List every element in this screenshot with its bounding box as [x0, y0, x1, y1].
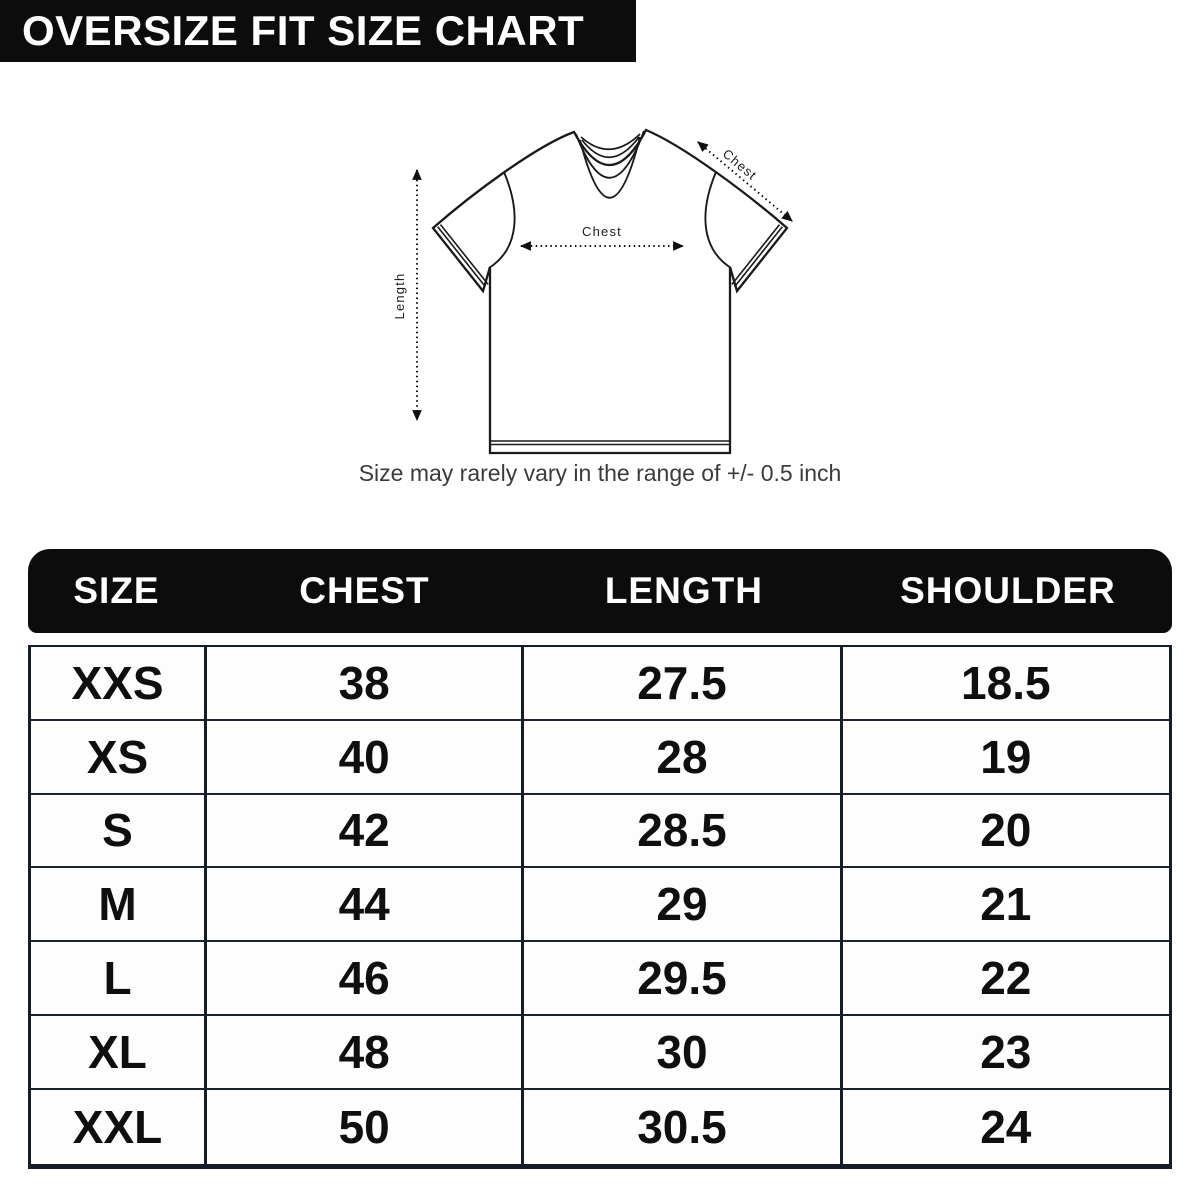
shoulder-diagonal-arrow: [697, 141, 793, 222]
table-cell: 38: [207, 647, 525, 721]
table-cell: 48: [207, 1015, 525, 1090]
collar-seam-line-2: [581, 136, 640, 159]
table-cell: XXS: [31, 647, 208, 721]
table-cell: 50: [207, 1089, 525, 1164]
size-table-header: SIZE CHEST LENGTH SHOULDER: [28, 549, 1172, 633]
length-arrow-label: Length: [392, 273, 407, 320]
column-header-size: SIZE: [73, 570, 160, 611]
hem-lines: [491, 440, 729, 446]
column-header-chest: CHEST: [299, 570, 430, 611]
left-armhole-seam: [488, 171, 516, 269]
size-table: SIZE CHEST LENGTH SHOULDER XXS 38 27.5 1…: [28, 549, 1172, 1169]
chest-arrow-label: Chest: [582, 224, 622, 239]
tshirt-diagram-graphic: Length Chest Chest: [392, 128, 793, 455]
table-cell: XS: [31, 720, 208, 795]
table-cell: 29: [524, 868, 843, 943]
column-header-length: LENGTH: [604, 570, 763, 611]
size-table-body: XXS 38 27.5 18.5 XS 40 28 19 S 42 28.5 2…: [28, 645, 1172, 1169]
size-variance-note: Size may rarely vary in the range of +/-…: [358, 460, 842, 486]
table-cell: 20: [842, 795, 1169, 869]
page-title: OVERSIZE FIT SIZE CHART: [22, 7, 585, 54]
table-cell: 24: [980, 1100, 1032, 1153]
table-cell: 46: [207, 942, 525, 1016]
collar-band-edge: [575, 130, 645, 179]
column-header-shoulder: SHOULDER: [900, 570, 1116, 611]
table-cell: 22: [842, 942, 1169, 1016]
table-cell: 28.5: [524, 794, 843, 869]
table-cell: S: [31, 794, 208, 869]
table-cell: 23: [842, 1016, 1169, 1090]
table-cell: 29.5: [524, 942, 843, 1016]
table-cell: L: [31, 942, 208, 1016]
table-cell: M: [31, 868, 208, 943]
table-cell: 30.5: [524, 1089, 843, 1164]
table-cell: 19: [842, 721, 1169, 795]
tshirt-diagram: Length Chest Chest Size may rarely vary …: [359, 110, 841, 490]
table-cell: XXL: [31, 1089, 208, 1164]
table-cell: 30: [524, 1015, 843, 1090]
table-cell: 21: [842, 868, 1169, 943]
table-cell: 40: [207, 720, 525, 795]
table-cell: 44: [207, 868, 525, 943]
right-cuff-lines: [731, 224, 783, 288]
collar-neckline: [579, 136, 641, 199]
right-armhole-seam: [704, 171, 732, 269]
table-cell: 18.5: [842, 647, 1169, 721]
left-cuff-lines: [437, 224, 489, 288]
collar-seam-line-1: [580, 133, 641, 151]
table-cell: 28: [524, 720, 843, 795]
table-cell: 42: [207, 794, 525, 869]
title-banner: OVERSIZE FIT SIZE CHART: [0, 0, 636, 62]
table-cell: 27.5: [524, 647, 843, 721]
table-cell: XL: [31, 1015, 208, 1090]
